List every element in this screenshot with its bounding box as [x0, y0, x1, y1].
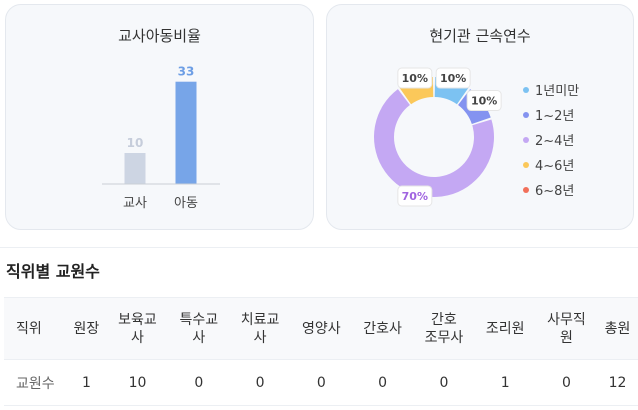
table-cell: 1	[66, 359, 107, 406]
table-cell: 0	[229, 359, 291, 406]
table-cell: 0	[290, 359, 352, 406]
table-cell: 0	[351, 359, 414, 406]
header-cell-position: 직위	[4, 297, 66, 360]
table-cell: 10	[106, 359, 169, 406]
table-cell: 0	[535, 359, 598, 406]
ratio-card-title: 교사아동비율	[118, 27, 201, 45]
slice-label-text: 10%	[402, 72, 428, 85]
legend-item: 6~8년	[523, 177, 579, 202]
bar-value-label: 33	[178, 65, 195, 79]
legend-label: 6~8년	[535, 184, 575, 199]
legend-item: 4~6년	[523, 152, 579, 177]
donut-slice-label: 70%	[397, 185, 433, 207]
table-cell: 12	[597, 359, 638, 406]
row-label-cell: 교원수	[4, 359, 66, 406]
header-cell: 총원	[597, 297, 638, 360]
tenure-card-title: 현기관 근속연수	[429, 27, 531, 45]
bar-아동	[175, 81, 197, 184]
tenure-card: 현기관 근속연수 10% 10% 70% 10% 1년미만 1~2년 2~4년 4~6년 6~…	[326, 4, 634, 230]
table-cell: 0	[413, 359, 475, 406]
slice-label-box	[397, 185, 433, 207]
bar-category-label: 아동	[174, 196, 198, 211]
table-header-row: 직위 원장 보육교 사 특수교 사 치료교 사 영양사 간호사 간호 조무사 조리원 사무직 원 총원	[4, 297, 638, 360]
table-body: 교원수 1 10 0 0 0 0 0 1 0 12	[4, 359, 638, 406]
legend-label: 1년미만	[535, 84, 580, 99]
slice-label-box	[397, 67, 433, 89]
header-cell: 간호 조무사	[413, 297, 475, 360]
bar-교사	[124, 153, 146, 184]
legend-dot	[523, 161, 529, 168]
table-cell: 1	[474, 359, 536, 406]
slice-label-text: 10%	[471, 95, 497, 108]
tenure-donut-chart: 10% 10% 70% 10%	[374, 67, 502, 207]
donut-slice-label: 10%	[397, 67, 433, 89]
header-cell: 치료교 사	[229, 297, 291, 360]
slice-label-text: 70%	[402, 190, 428, 203]
staff-count-table: 직위 원장 보육교 사 특수교 사 치료교 사 영양사 간호사 간호 조무사 조리원 사무직 원 총원 교원…	[4, 297, 638, 406]
header-cell: 간호사	[351, 297, 414, 360]
ratio-bar-chart: 10 교사 33 아동	[102, 65, 220, 211]
legend-item: 1년미만	[523, 77, 579, 102]
table-cell: 0	[168, 359, 230, 406]
donut-slice-2~4년	[374, 89, 494, 198]
bar-value-label: 10	[127, 136, 144, 150]
legend-dot	[523, 136, 529, 143]
header-cell: 특수교 사	[168, 297, 230, 360]
legend-dot	[523, 186, 529, 193]
slice-label-text: 10%	[440, 72, 466, 85]
header-cell: 사무직 원	[535, 297, 598, 360]
header-cell: 원장	[66, 297, 107, 360]
section-title: 직위별 교원수	[6, 262, 100, 281]
slice-label-box	[435, 67, 471, 89]
tenure-legend: 1년미만 1~2년 2~4년 4~6년 6~8년	[523, 77, 579, 202]
teacher-child-ratio-card: 교사아동비율 10 교사 33 아동	[5, 4, 314, 230]
slice-label-box	[466, 90, 502, 112]
donut-slice-label: 10%	[466, 90, 502, 112]
header-cell: 영양사	[290, 297, 352, 360]
section-divider	[0, 247, 638, 248]
legend-dot	[523, 86, 529, 93]
legend-dot	[523, 111, 529, 118]
header-cell: 조리원	[474, 297, 536, 360]
donut-slice-label: 10%	[435, 67, 471, 89]
legend-label: 1~2년	[535, 109, 575, 124]
header-cell: 보육교 사	[106, 297, 169, 360]
legend-label: 2~4년	[535, 134, 575, 149]
legend-label: 4~6년	[535, 159, 575, 174]
legend-item: 1~2년	[523, 102, 579, 127]
bar-category-label: 교사	[123, 196, 147, 211]
legend-item: 2~4년	[523, 127, 579, 152]
table-row: 교원수 1 10 0 0 0 0 0 1 0 12	[4, 359, 638, 406]
